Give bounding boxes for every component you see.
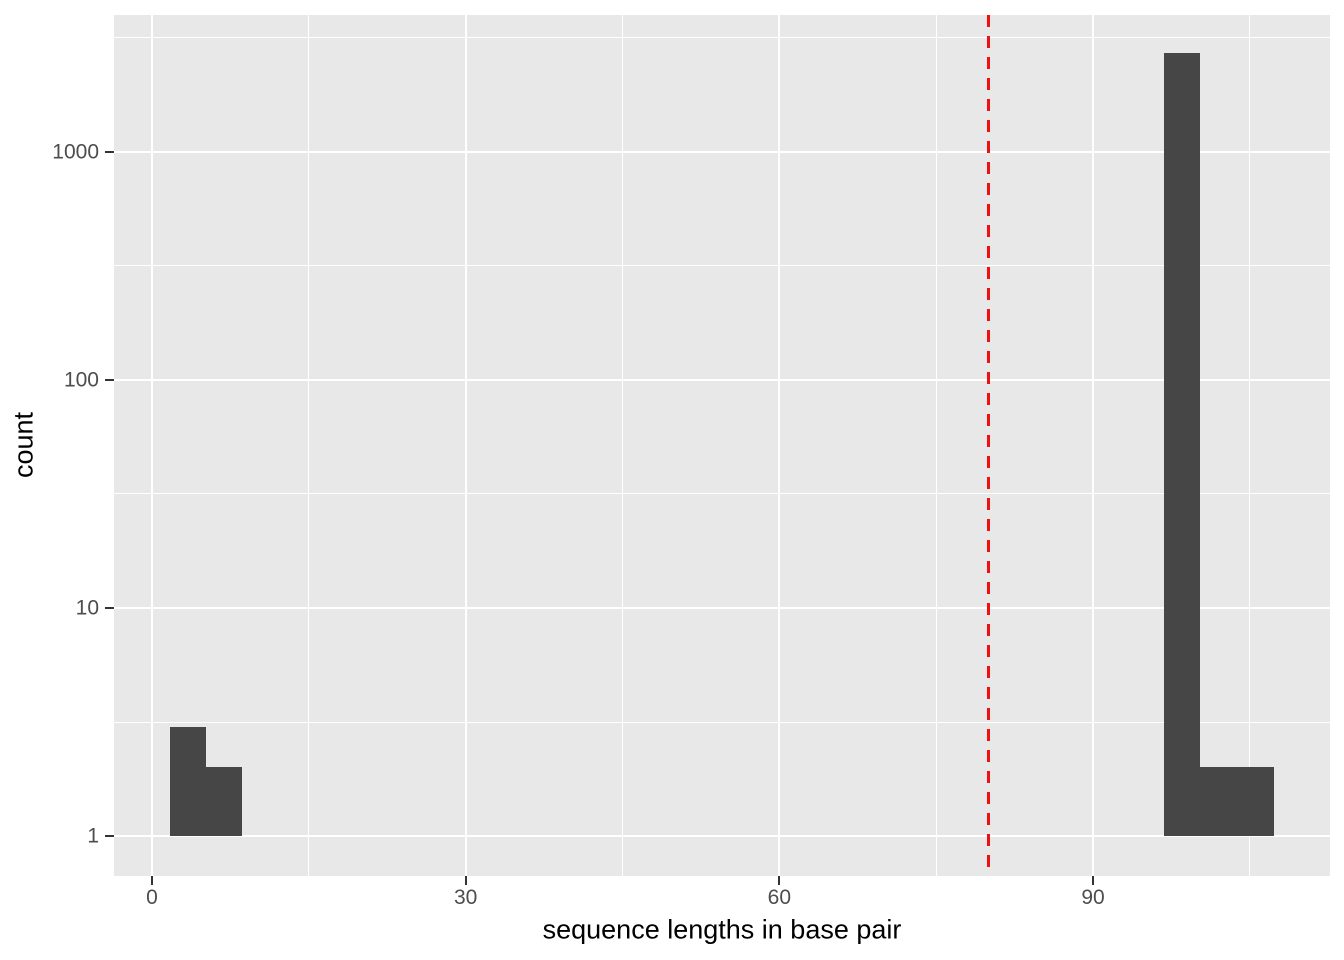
- minor-gridline-x: [308, 15, 310, 876]
- minor-gridline-y: [114, 721, 1330, 723]
- histogram-bar: [1237, 767, 1274, 837]
- y-tick-mark: [105, 835, 114, 838]
- major-gridline-y: [114, 150, 1330, 153]
- major-gridline-y: [114, 378, 1330, 381]
- major-gridline-y: [114, 835, 1330, 838]
- y-tick-label: 1000: [52, 140, 99, 164]
- minor-gridline-x: [622, 15, 623, 876]
- histogram-bar: [1200, 767, 1238, 837]
- x-tick-label: 60: [767, 886, 792, 909]
- y-tick-label: 10: [75, 596, 99, 620]
- x-tick-mark: [150, 876, 153, 885]
- x-tick-mark: [464, 876, 467, 885]
- major-gridline-x: [464, 15, 467, 876]
- histogram-bar: [1164, 53, 1201, 837]
- histogram-bar: [169, 727, 206, 837]
- x-tick-label: 30: [453, 886, 478, 909]
- y-tick-mark: [105, 378, 114, 381]
- y-tick-mark: [105, 150, 114, 153]
- histogram-bar: [205, 767, 242, 837]
- y-tick-label: 1: [87, 824, 99, 848]
- y-tick-label: 100: [63, 368, 99, 392]
- minor-gridline-x: [1249, 15, 1251, 876]
- major-gridline-x: [1092, 15, 1095, 876]
- x-tick-mark: [1092, 876, 1095, 885]
- x-tick-label: 0: [146, 886, 158, 909]
- minor-gridline-y: [114, 493, 1330, 495]
- x-tick-label: 90: [1081, 886, 1105, 909]
- x-axis-title: sequence lengths in base pair: [542, 914, 902, 945]
- major-gridline-x: [150, 15, 153, 876]
- minor-gridline-y: [114, 37, 1330, 39]
- minor-gridline-y: [114, 265, 1330, 267]
- y-tick-mark: [105, 607, 114, 609]
- threshold-line: [986, 15, 990, 876]
- x-tick-mark: [778, 876, 781, 885]
- major-gridline-x: [778, 15, 781, 876]
- minor-gridline-x: [935, 15, 937, 876]
- y-axis-title: count: [8, 411, 39, 479]
- major-gridline-y: [114, 607, 1330, 609]
- plot-panel: [114, 15, 1330, 876]
